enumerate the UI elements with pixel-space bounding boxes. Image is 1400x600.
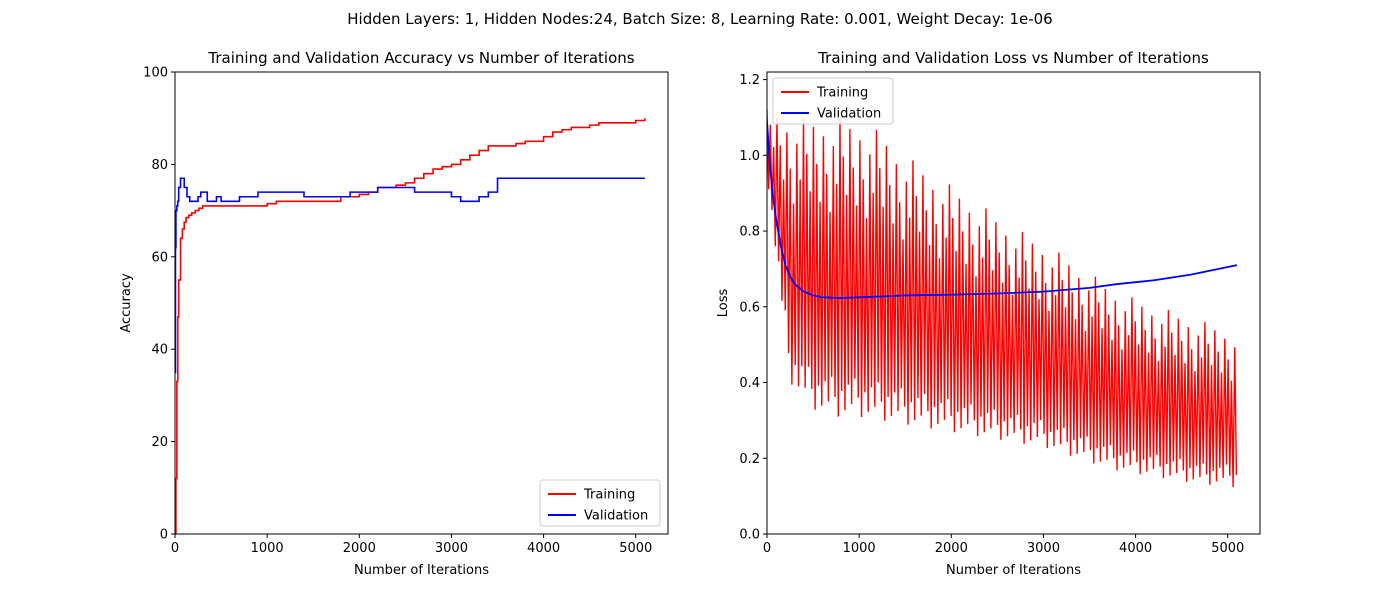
plot-area <box>767 109 1238 487</box>
legend: Training Validation <box>539 479 661 527</box>
x-tick-label: 1000 <box>251 541 284 556</box>
legend: Training Validation <box>772 77 894 125</box>
series-line-validation <box>767 121 1238 299</box>
x-tick-label: 2000 <box>935 541 968 556</box>
y-tick-label: 100 <box>143 66 168 81</box>
legend-label-validation: Validation <box>584 509 648 524</box>
legend-label-validation: Validation <box>817 107 881 122</box>
y-tick-label: 0.0 <box>739 528 760 543</box>
accuracy-chart: Training and Validation Accuracy vs Numb… <box>119 49 669 578</box>
axes-frame <box>174 71 669 535</box>
y-tick-label: 0.2 <box>739 452 760 467</box>
x-tick-label: 0 <box>171 541 179 556</box>
y-tick-label: 0.6 <box>739 300 760 315</box>
x-tick-label: 5000 <box>1211 541 1244 556</box>
x-axis-label: Number of Iterations <box>946 563 1081 578</box>
y-tick-label: 40 <box>151 343 168 358</box>
series-line-training <box>767 109 1238 487</box>
x-axis-label: Number of Iterations <box>354 563 489 578</box>
chart-title: Training and Validation Loss vs Number o… <box>817 49 1209 67</box>
x-tick-label: 4000 <box>527 541 560 556</box>
y-tick-label: 0 <box>160 528 168 543</box>
y-tick-label: 0.4 <box>739 376 760 391</box>
x-tick-label: 5000 <box>619 541 652 556</box>
y-axis-label: Accuracy <box>119 273 134 333</box>
plot-area <box>175 118 646 534</box>
x-tick-label: 1000 <box>843 541 876 556</box>
x-tick-label: 3000 <box>435 541 468 556</box>
x-tick-label: 3000 <box>1027 541 1060 556</box>
y-tick-label: 0.8 <box>739 225 760 240</box>
series-line-validation <box>175 177 645 374</box>
y-tick-label: 1.2 <box>739 73 760 88</box>
chart-title: Training and Validation Accuracy vs Numb… <box>207 49 634 67</box>
legend-label-training: Training <box>816 86 868 101</box>
loss-chart: Training and Validation Loss vs Number o… <box>716 49 1261 578</box>
legend-label-training: Training <box>583 488 635 503</box>
x-tick-label: 0 <box>763 541 771 556</box>
y-tick-label: 80 <box>151 158 168 173</box>
x-tick-label: 4000 <box>1119 541 1152 556</box>
y-tick-label: 20 <box>151 435 168 450</box>
y-axis-label: Loss <box>716 289 731 318</box>
y-tick-label: 1.0 <box>739 149 760 164</box>
axes-frame <box>766 71 1261 535</box>
figure-title: Hidden Layers: 1, Hidden Nodes:24, Batch… <box>347 10 1052 28</box>
x-tick-label: 2000 <box>343 541 376 556</box>
y-tick-label: 60 <box>151 250 168 265</box>
